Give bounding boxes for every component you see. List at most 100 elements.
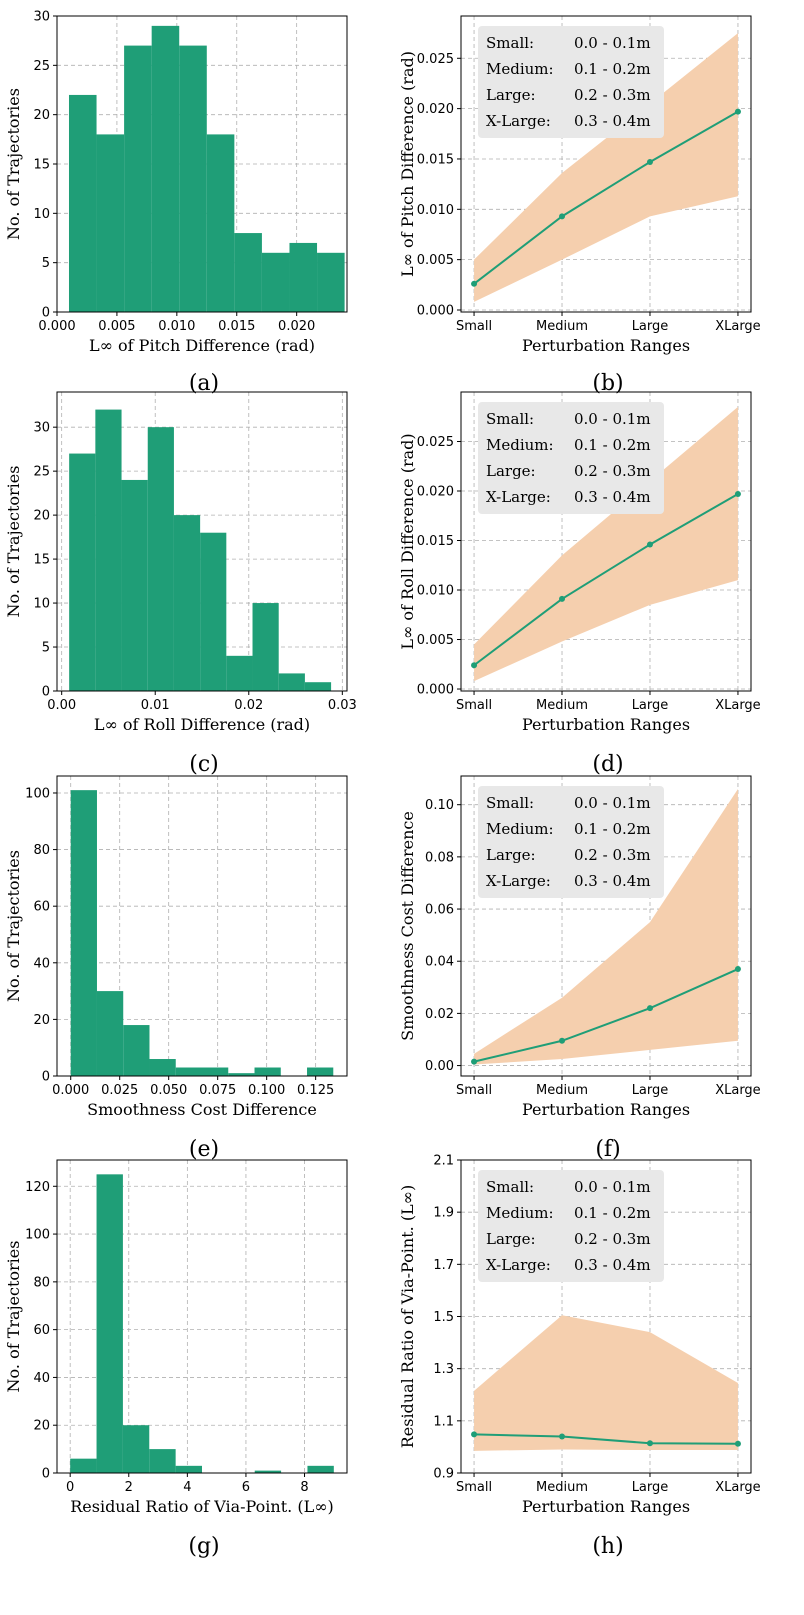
chart-f-legend: Small: 0.0 - 0.1m Medium: 0.1 - 0.2m Large: 0… xyxy=(478,786,664,898)
legend-label: X-Large: xyxy=(486,872,551,890)
legend-range: 0.1 - 0.2m xyxy=(574,436,651,454)
chart-f-axes-frame xyxy=(460,775,752,1077)
legend-label: Small: xyxy=(486,794,534,812)
chart-e-y-tick-label: 100 xyxy=(25,786,50,801)
chart-c-x-tick-label: 0.00 xyxy=(47,698,76,713)
chart-e-x-tick-label: 0.100 xyxy=(248,1083,285,1098)
chart-e-bars xyxy=(70,790,334,1076)
chart-b-y-tick-label: 0.025 xyxy=(417,52,454,67)
chart-e-x-axis-label: Smoothness Cost Difference xyxy=(87,1100,317,1119)
chart-b-point xyxy=(646,158,653,165)
chart-c-bar xyxy=(173,515,201,691)
chart-d-y-tick-label: 0.010 xyxy=(417,584,454,599)
chart-d-ticks: 0.000 0.005 0.010 0.015 0.020 0.025 Small Mediu… xyxy=(417,435,761,713)
chart-d-mean-line xyxy=(473,493,739,667)
chart-b-y-tick-label: 0.000 xyxy=(417,303,454,318)
chart-d-caption: (d) xyxy=(592,752,623,777)
chart-f-confidence-band xyxy=(474,789,738,1065)
legend-range: 0.0 - 0.1m xyxy=(574,410,651,428)
chart-d-confidence-band xyxy=(474,406,738,682)
chart-d-axes-frame xyxy=(460,391,752,692)
legend-label: Large: xyxy=(486,86,536,104)
legend-label: Small: xyxy=(486,34,534,52)
chart-g-y-tick-label: 120 xyxy=(25,1180,50,1195)
chart-e-bar xyxy=(96,991,124,1076)
chart-h-y-axis-label: Residual Ratio of Via-Point. (L∞) xyxy=(398,1185,417,1449)
chart-g-bar xyxy=(122,1425,150,1473)
chart-g-y-axis-label: No. of Trajectories xyxy=(4,1241,23,1393)
chart-a-bar xyxy=(289,242,318,312)
chart-f-x-tick-label: Large xyxy=(632,1083,669,1098)
chart-e-axes-frame xyxy=(56,775,348,1077)
chart-a-x-axis-label: L∞ of Pitch Difference (rad) xyxy=(89,336,315,355)
chart-a-bar xyxy=(96,134,125,312)
legend-range: 0.3 - 0.4m xyxy=(574,112,651,130)
chart-h-caption: (h) xyxy=(592,1534,623,1559)
chart-g-x-tick-label: 2 xyxy=(125,1480,133,1495)
chart-b-x-tick-label: Large xyxy=(632,319,669,334)
chart-e-bar xyxy=(228,1073,255,1076)
chart-g-y-tick-label: 80 xyxy=(33,1275,50,1290)
chart-g-gridlines xyxy=(57,1160,347,1473)
chart-c-ticks: 0 5 10 15 20 25 30 0.00 0.01 0.02 0.03 xyxy=(33,421,356,713)
chart-h-legend: Small: 0.0 - 0.1m Medium: 0.1 - 0.2m Large: 0… xyxy=(478,1170,664,1282)
chart-c-x-tick-label: 0.03 xyxy=(328,698,357,713)
chart-d-x-tick-label: Small xyxy=(456,698,492,713)
chart-f-y-tick-label: 0.00 xyxy=(425,1059,454,1074)
chart-c-y-tick-label: 25 xyxy=(33,465,50,480)
legend-label: Medium: xyxy=(486,1204,554,1222)
chart-c-y-tick-label: 20 xyxy=(33,509,50,524)
chart-d-x-tick-label: XLarge xyxy=(715,698,760,713)
legend-range: 0.3 - 0.4m xyxy=(574,1256,651,1274)
chart-c-bar xyxy=(252,603,279,691)
chart-h-x-tick-label: XLarge xyxy=(715,1480,760,1495)
legend-range: 0.0 - 0.1m xyxy=(574,794,651,812)
chart-f-x-axis-label: Perturbation Ranges xyxy=(522,1100,690,1119)
chart-e-x-tick-label: 0.050 xyxy=(150,1083,187,1098)
chart-e-y-tick-label: 60 xyxy=(33,900,50,915)
chart-a-ticks: 0 5 10 15 20 25 30 0.000 0.005 0.010 0.015 0.020 xyxy=(33,10,315,335)
chart-c: 0 5 10 15 20 25 30 0.00 0.01 0.02 0.03 L∞ of Roll … xyxy=(4,391,357,777)
chart-a-bar xyxy=(68,94,97,312)
chart-d-y-tick-label: 0.020 xyxy=(417,485,454,500)
chart-g-y-tick-label: 40 xyxy=(33,1371,50,1386)
chart-b-mean-line xyxy=(473,110,739,285)
legend-range: 0.2 - 0.3m xyxy=(574,462,651,480)
chart-d: 0.000 0.005 0.010 0.015 0.020 0.025 Small Mediu… xyxy=(398,391,761,777)
chart-f-x-tick-label: Medium xyxy=(536,1083,588,1098)
chart-f-points xyxy=(471,966,741,1065)
chart-e-bar xyxy=(175,1067,202,1076)
chart-d-points xyxy=(471,490,741,669)
chart-g-bar xyxy=(149,1449,176,1473)
chart-h-x-axis-label: Perturbation Ranges xyxy=(522,1497,690,1516)
chart-a-x-tick-label: 0.020 xyxy=(278,319,315,334)
legend-range: 0.2 - 0.3m xyxy=(574,1230,651,1248)
legend-label: Medium: xyxy=(486,820,554,838)
legend-label: X-Large: xyxy=(486,488,551,506)
chart-g-caption: (g) xyxy=(188,1534,219,1559)
legend-range: 0.0 - 0.1m xyxy=(574,1178,651,1196)
legend-range: 0.0 - 0.1m xyxy=(574,34,651,52)
chart-e: 0 20 40 60 80 100 0.000 0.025 0.050 0.075 0.100 0.1… xyxy=(4,775,348,1162)
chart-c-y-tick-label: 10 xyxy=(33,597,50,612)
chart-f-y-tick-label: 0.08 xyxy=(425,850,454,865)
chart-b-x-tick-label: Small xyxy=(456,319,492,334)
chart-h-y-tick-label: 1.7 xyxy=(433,1258,454,1273)
chart-a-bars xyxy=(68,25,345,312)
legend-label: X-Large: xyxy=(486,112,551,130)
chart-b-y-tick-label: 0.020 xyxy=(417,102,454,117)
chart-h-y-tick-label: 1.9 xyxy=(433,1206,454,1221)
chart-b-y-tick-label: 0.010 xyxy=(417,203,454,218)
chart-b-legend-box xyxy=(478,26,664,138)
chart-e-y-tick-label: 40 xyxy=(33,956,50,971)
chart-f: 0.00 0.02 0.04 0.06 0.08 0.10 Small Medium Large… xyxy=(398,775,761,1162)
chart-d-y-tick-label: 0.000 xyxy=(417,683,454,698)
chart-g-y-tick-label: 100 xyxy=(25,1228,50,1243)
chart-a-bar xyxy=(124,45,152,312)
chart-g-x-tick-label: 6 xyxy=(242,1480,250,1495)
chart-g-x-tick-label: 0 xyxy=(66,1480,74,1495)
chart-d-point xyxy=(734,490,741,497)
chart-a-bar xyxy=(261,252,290,312)
chart-g-x-axis-label: Residual Ratio of Via-Point. (L∞) xyxy=(70,1497,334,1516)
chart-b: 0.000 0.005 0.010 0.015 0.020 0.025 Small Mediu… xyxy=(398,15,761,396)
